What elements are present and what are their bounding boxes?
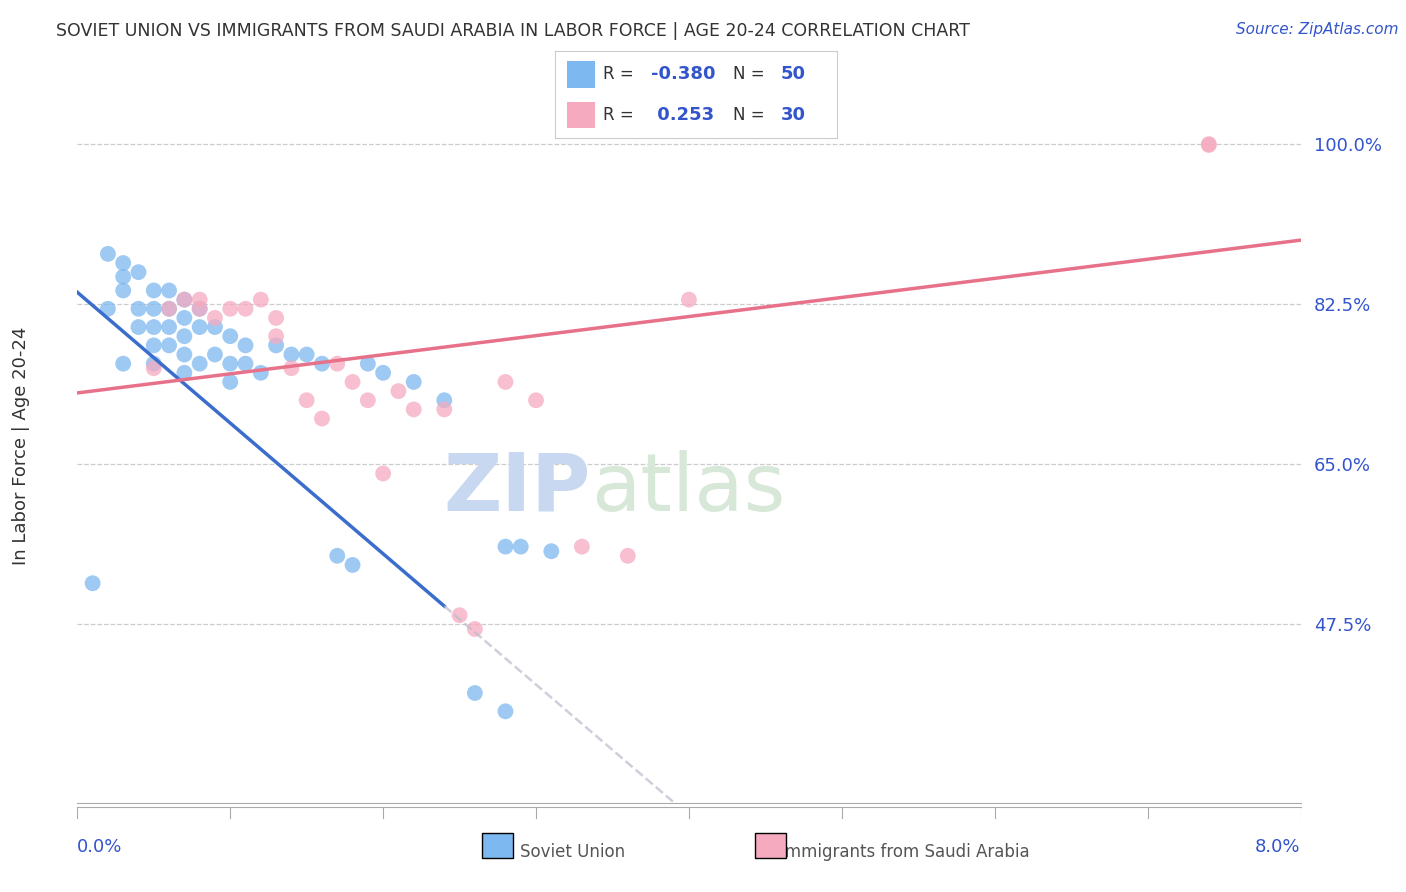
Point bbox=[509, 540, 531, 554]
Point bbox=[112, 357, 135, 371]
Point bbox=[127, 265, 149, 279]
Point bbox=[188, 320, 211, 334]
Point bbox=[142, 357, 165, 371]
Text: Soviet Union: Soviet Union bbox=[520, 843, 626, 861]
Point bbox=[112, 284, 135, 298]
Point bbox=[142, 284, 165, 298]
Point bbox=[387, 384, 409, 398]
Point bbox=[1198, 138, 1220, 153]
Text: 8.0%: 8.0% bbox=[1256, 838, 1301, 856]
Point bbox=[157, 301, 180, 316]
Point bbox=[1198, 137, 1220, 152]
Point bbox=[82, 576, 104, 591]
Point bbox=[97, 301, 120, 316]
Point bbox=[235, 301, 257, 316]
Point bbox=[173, 293, 195, 307]
Point bbox=[616, 549, 638, 563]
Point bbox=[264, 329, 287, 343]
Point bbox=[219, 357, 242, 371]
Point bbox=[678, 293, 700, 307]
Text: atlas: atlas bbox=[591, 450, 786, 528]
Point bbox=[433, 393, 456, 408]
Point bbox=[97, 247, 120, 261]
Point bbox=[204, 310, 226, 325]
Point bbox=[235, 338, 257, 352]
Point bbox=[402, 402, 425, 417]
Point bbox=[264, 338, 287, 352]
Point bbox=[280, 361, 302, 376]
Text: 50: 50 bbox=[780, 65, 806, 84]
Point bbox=[495, 540, 517, 554]
Point bbox=[219, 375, 242, 389]
Text: 0.0%: 0.0% bbox=[77, 838, 122, 856]
Point bbox=[127, 301, 149, 316]
Text: SOVIET UNION VS IMMIGRANTS FROM SAUDI ARABIA IN LABOR FORCE | AGE 20-24 CORRELAT: SOVIET UNION VS IMMIGRANTS FROM SAUDI AR… bbox=[56, 22, 970, 40]
Point bbox=[219, 301, 242, 316]
Point bbox=[264, 310, 287, 325]
Text: In Labor Force | Age 20-24: In Labor Force | Age 20-24 bbox=[13, 326, 30, 566]
Point bbox=[112, 269, 135, 284]
Point bbox=[112, 256, 135, 270]
Text: ZIP: ZIP bbox=[444, 450, 591, 528]
Point bbox=[357, 357, 380, 371]
Point bbox=[127, 320, 149, 334]
Point bbox=[311, 411, 333, 425]
Point bbox=[204, 347, 226, 361]
Point bbox=[188, 301, 211, 316]
Text: 0.253: 0.253 bbox=[651, 105, 714, 124]
Bar bbox=[567, 62, 595, 87]
Point bbox=[433, 402, 456, 417]
Point bbox=[464, 686, 486, 700]
Point bbox=[357, 393, 380, 408]
Point bbox=[142, 320, 165, 334]
Text: Immigrants from Saudi Arabia: Immigrants from Saudi Arabia bbox=[780, 843, 1031, 861]
Text: N =: N = bbox=[733, 65, 769, 84]
Point bbox=[173, 329, 195, 343]
Point bbox=[571, 540, 593, 554]
Point bbox=[250, 293, 273, 307]
Text: -0.380: -0.380 bbox=[651, 65, 716, 84]
Point bbox=[280, 347, 302, 361]
Point bbox=[250, 366, 273, 380]
Point bbox=[342, 558, 364, 572]
Point bbox=[371, 467, 394, 481]
Point bbox=[295, 393, 318, 408]
Text: 30: 30 bbox=[780, 105, 806, 124]
Bar bbox=[567, 102, 595, 128]
Point bbox=[449, 608, 471, 623]
Point bbox=[188, 293, 211, 307]
Point bbox=[173, 366, 195, 380]
Point bbox=[540, 544, 562, 558]
Point bbox=[311, 357, 333, 371]
Point bbox=[524, 393, 547, 408]
Text: N =: N = bbox=[733, 105, 769, 124]
Text: R =: R = bbox=[603, 105, 640, 124]
Point bbox=[142, 301, 165, 316]
Point bbox=[235, 357, 257, 371]
Point bbox=[342, 375, 364, 389]
Point bbox=[326, 357, 349, 371]
Point bbox=[402, 375, 425, 389]
Point bbox=[188, 357, 211, 371]
Point bbox=[295, 347, 318, 361]
Text: Source: ZipAtlas.com: Source: ZipAtlas.com bbox=[1236, 22, 1399, 37]
Point bbox=[157, 320, 180, 334]
Point bbox=[188, 301, 211, 316]
Point bbox=[464, 622, 486, 636]
Point bbox=[204, 320, 226, 334]
Point bbox=[157, 301, 180, 316]
Point bbox=[173, 347, 195, 361]
Point bbox=[142, 338, 165, 352]
Point bbox=[495, 704, 517, 718]
Point bbox=[157, 284, 180, 298]
Point bbox=[326, 549, 349, 563]
Point bbox=[371, 366, 394, 380]
Text: R =: R = bbox=[603, 65, 640, 84]
Point bbox=[157, 338, 180, 352]
Point bbox=[173, 310, 195, 325]
Point bbox=[142, 361, 165, 376]
Point bbox=[173, 293, 195, 307]
Point bbox=[495, 375, 517, 389]
Point bbox=[219, 329, 242, 343]
